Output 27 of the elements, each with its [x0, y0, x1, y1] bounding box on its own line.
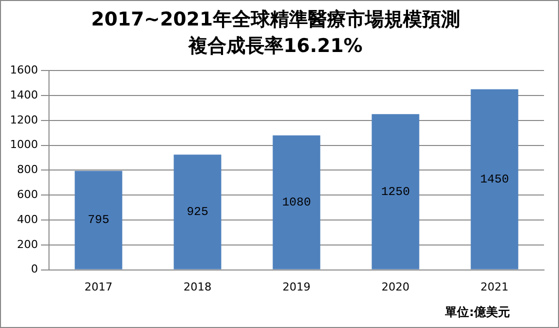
y-tick-label: 1000 — [10, 138, 38, 152]
y-tick-label: 400 — [16, 212, 38, 226]
x-tick-label: 2021 — [480, 280, 508, 294]
bar — [372, 114, 420, 270]
bar — [470, 89, 518, 270]
text: 單位:億美元 — [445, 304, 510, 321]
bar — [174, 154, 222, 270]
y-tick-label: 800 — [16, 163, 38, 176]
chart-title: 2017~2021年全球精準醫療市場規模預測 — [91, 8, 460, 30]
x-tick-label: 2020 — [382, 280, 410, 294]
bar — [272, 135, 320, 270]
y-tick-label: 1600 — [10, 63, 38, 76]
data-label: 1250 — [381, 184, 410, 199]
data-label: 1450 — [480, 172, 509, 186]
y-tick-label: 0 — [30, 262, 38, 276]
data-label: 925 — [186, 205, 208, 220]
bar — [74, 170, 122, 270]
x-tick-label: 2018 — [183, 280, 212, 294]
chart-subtitle: 複合成長率16.21% — [187, 35, 363, 58]
y-tick-label: 1200 — [10, 113, 38, 126]
data-label: 795 — [88, 213, 110, 228]
data-label: 1080 — [282, 195, 311, 210]
y-tick-label: 1400 — [10, 88, 38, 102]
x-tick-label: 2017 — [84, 280, 112, 294]
y-tick-label: 600 — [16, 188, 38, 201]
x-tick-label: 2019 — [282, 280, 310, 294]
y-tick-label: 200 — [16, 238, 38, 251]
